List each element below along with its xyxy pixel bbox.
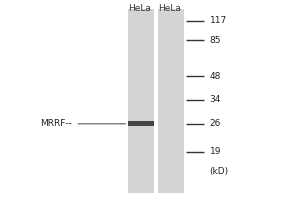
Text: (kD): (kD) xyxy=(210,167,229,176)
Bar xyxy=(128,121,154,126)
Text: 85: 85 xyxy=(210,36,221,45)
Text: 34: 34 xyxy=(210,95,221,104)
Bar xyxy=(128,9,154,193)
Text: HeLa: HeLa xyxy=(158,4,181,13)
Text: HeLa: HeLa xyxy=(128,4,151,13)
Text: 48: 48 xyxy=(210,72,221,81)
Text: 19: 19 xyxy=(210,147,221,156)
Text: 26: 26 xyxy=(210,119,221,128)
Text: 117: 117 xyxy=(210,16,227,25)
Text: MRRF--: MRRF-- xyxy=(40,119,72,128)
Bar xyxy=(158,9,184,193)
